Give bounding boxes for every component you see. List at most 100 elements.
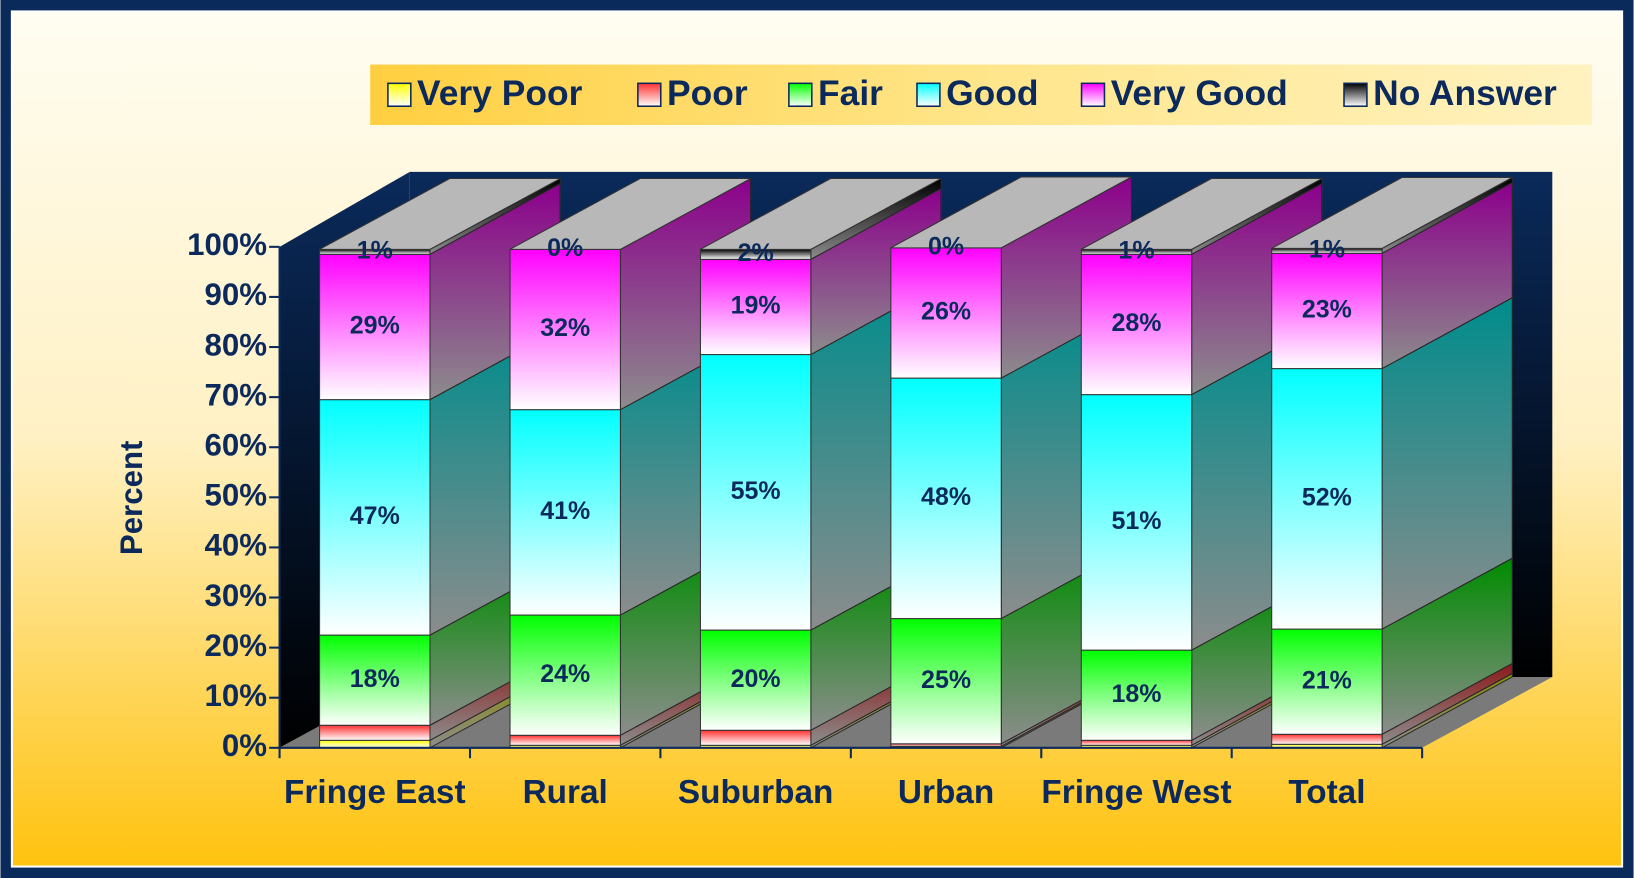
data-label: 1%: [1118, 236, 1154, 264]
bar: [1271, 628, 1383, 735]
data-label: 26%: [921, 298, 971, 326]
legend-label: No Answer: [1373, 73, 1557, 113]
x-tick-label-box: Fringe West: [1041, 772, 1232, 811]
y-tick-label: 20%: [205, 628, 268, 663]
x-tick-label: Suburban: [677, 772, 834, 811]
legend-label: Fair: [818, 73, 883, 113]
y-tick-label: 60%: [205, 427, 268, 462]
legend-swatch: [1343, 82, 1368, 108]
data-label: 55%: [731, 477, 781, 505]
data-label: 18%: [350, 665, 400, 693]
legend-label: Poor: [667, 73, 748, 113]
x-tick-label: Total: [1288, 772, 1366, 811]
y-tick-label: 0%: [222, 728, 267, 763]
data-label: 41%: [540, 497, 590, 525]
legend-label: Very Good: [1111, 73, 1288, 113]
legend-swatch: [1080, 82, 1106, 108]
x-tick-label-box: Total: [1288, 772, 1366, 811]
bar-side-shade: [1382, 182, 1513, 369]
legend-background: [370, 64, 1592, 125]
bar: [509, 614, 621, 736]
bar: [1271, 368, 1383, 630]
data-label: 51%: [1111, 507, 1161, 535]
data-label: 52%: [1302, 483, 1352, 511]
data-label: 0%: [928, 232, 964, 260]
data-label: 21%: [1302, 666, 1352, 694]
data-label: 28%: [1111, 309, 1161, 337]
bar: [1271, 733, 1383, 745]
legend-swatch: [788, 82, 813, 108]
bar: [319, 739, 431, 749]
bar: [509, 248, 621, 411]
bar-top: [1081, 178, 1323, 250]
y-tick-label: 90%: [205, 277, 268, 312]
data-label: 19%: [731, 292, 781, 320]
bar: [319, 634, 431, 726]
bar: [1271, 252, 1383, 370]
y-tick-label: 80%: [205, 327, 268, 362]
data-label: 24%: [540, 660, 590, 688]
x-tick-label: Fringe East: [284, 772, 466, 811]
bar: [1080, 253, 1193, 396]
bar: [699, 729, 812, 746]
bar: [509, 409, 621, 616]
bar-side-shade: [1382, 663, 1513, 745]
legend-swatch: [916, 82, 941, 108]
bar: [509, 734, 621, 746]
data-label: 48%: [921, 483, 971, 511]
bar-side-shade: [1191, 183, 1322, 395]
y-tick-label: 50%: [205, 478, 268, 513]
bar-top: [890, 176, 1132, 249]
bar-side-shade: [1382, 177, 1513, 254]
x-tick-label-box: Urban: [897, 772, 995, 811]
data-label: 47%: [350, 502, 400, 530]
bar-top: [1271, 176, 1513, 249]
y-tick-label: 10%: [205, 678, 268, 713]
y-axis-label: Percent: [114, 440, 149, 555]
bar-side-shade: [810, 188, 942, 355]
legend-swatch: [637, 82, 662, 108]
bar: [1080, 649, 1193, 741]
bar-side-shade: [1191, 178, 1322, 255]
data-label: 23%: [1302, 296, 1352, 324]
legend-label: Very Poor: [417, 73, 583, 113]
bar: [319, 253, 431, 401]
bar-side-shade: [1382, 673, 1513, 748]
bar-side-shade: [1382, 558, 1513, 735]
bar: [890, 618, 1002, 745]
bar-side-shade: [1382, 297, 1513, 630]
legend-swatch: [387, 82, 412, 108]
y-tick-label: 100%: [187, 227, 267, 262]
x-tick-label: Urban: [897, 772, 995, 811]
x-tick-label-box: Suburban: [677, 772, 834, 811]
bar: [1080, 739, 1193, 746]
bar: [319, 724, 431, 741]
bar: [699, 629, 812, 731]
y-tick-label: 40%: [205, 528, 268, 563]
bar: [319, 399, 431, 636]
bar-side-shade: [429, 178, 561, 255]
bar: [699, 354, 812, 631]
bar-side-shade: [810, 178, 942, 260]
data-label: 32%: [540, 314, 590, 342]
data-label: 1%: [357, 236, 393, 264]
data-label: 20%: [731, 665, 781, 693]
y-tick-label: 70%: [205, 377, 268, 412]
data-label: 25%: [921, 666, 971, 694]
x-tick-label: Fringe West: [1041, 772, 1232, 811]
x-tick-label: Rural: [522, 772, 608, 811]
bar-top: [700, 178, 942, 250]
bar-side-shade: [1001, 177, 1132, 379]
y-tick-label: 30%: [205, 578, 268, 613]
data-label: 2%: [738, 239, 774, 267]
data-label: 1%: [1309, 235, 1345, 263]
data-label: 29%: [350, 312, 400, 340]
x-tick-label-box: Rural: [522, 772, 608, 811]
legend-label: Good: [946, 73, 1038, 113]
x-tick-label-box: Fringe East: [284, 772, 466, 811]
data-label: 0%: [547, 234, 583, 262]
bar: [1080, 394, 1193, 651]
bar-top: [319, 178, 561, 250]
data-label: 18%: [1111, 680, 1161, 708]
